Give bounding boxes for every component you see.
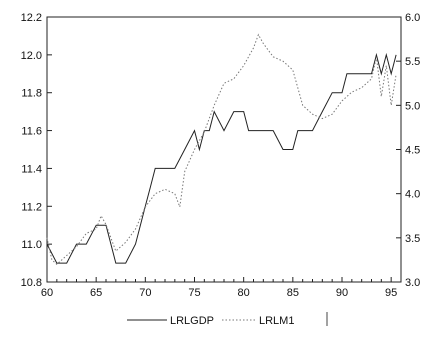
legend-label-lrlm1: LRLM1 <box>259 315 294 327</box>
plot-area <box>46 16 402 283</box>
left-tick-label: 11.2 <box>21 201 42 213</box>
series-layer <box>46 33 397 265</box>
x-tick-label: 60 <box>41 287 53 299</box>
x-tick-label: 75 <box>188 287 200 299</box>
x-tick-label: 95 <box>385 287 397 299</box>
left-axis: 10.8 11.0 11.2 11.4 11.6 11.8 12.0 12.2 <box>21 12 52 289</box>
x-tick-label: 70 <box>139 287 151 299</box>
right-tick-label: 5.5 <box>405 56 420 68</box>
legend-label-lrlgdp: LRLGDP <box>170 315 214 327</box>
x-tick-label: 80 <box>238 287 250 299</box>
x-tick-label: 65 <box>90 287 102 299</box>
left-tick-label: 12.2 <box>21 12 42 24</box>
right-tick-label: 5.0 <box>405 100 420 112</box>
x-tick-label: 85 <box>287 287 299 299</box>
left-tick-label: 12.0 <box>21 50 42 62</box>
right-tick-label: 6.0 <box>405 12 420 24</box>
left-tick-label: 11.6 <box>21 126 42 138</box>
right-tick-label: 3.0 <box>405 277 420 289</box>
right-tick-label: 4.0 <box>405 189 420 201</box>
left-tick-label: 11.8 <box>21 88 42 100</box>
left-tick-label: 10.8 <box>21 277 42 289</box>
series-line-lrlgdp <box>46 52 397 264</box>
left-tick-label: 11.0 <box>21 239 42 251</box>
left-tick-label: 11.4 <box>21 163 42 175</box>
right-tick-label: 3.5 <box>405 233 420 245</box>
series-line-lrlm1 <box>46 33 397 265</box>
legend: LRLGDP LRLM1 <box>127 312 328 327</box>
x-axis: 60 65 70 75 80 85 90 95 <box>41 277 402 299</box>
x-tick-label: 90 <box>336 287 348 299</box>
right-axis: 3.0 3.5 4.0 4.5 5.0 5.5 6.0 <box>396 12 420 289</box>
right-tick-label: 4.5 <box>405 145 420 157</box>
